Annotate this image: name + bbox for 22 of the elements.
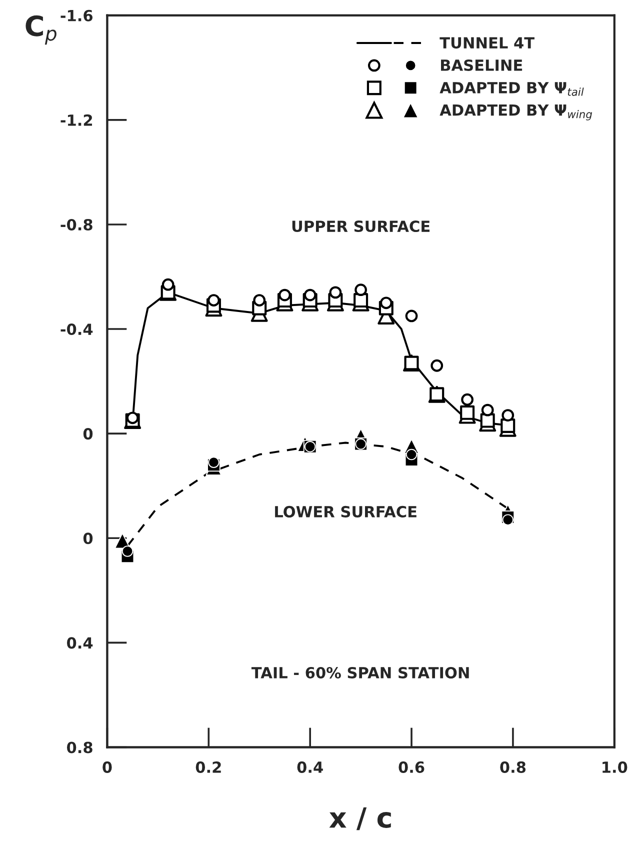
x-tick-label: 1.0 [602, 761, 628, 773]
annotation: UPPER SURFACE [292, 220, 430, 232]
annotation: LOWER SURFACE [275, 506, 416, 518]
y-axis-title: C$_{p}$ [26, 15, 56, 45]
y2-tick-label: 0.4 [66, 637, 93, 649]
x-tick-label: 0.4 [297, 761, 323, 773]
x-tick-label: 0.2 [196, 761, 221, 773]
y-tick-label: -0.4 [60, 324, 93, 336]
legend-label: ADAPTED BY Ψ$_{wing}$ [440, 104, 592, 120]
x-tick-label: 0.6 [398, 761, 424, 773]
annotation: TAIL - 60% SPAN STATION [251, 666, 469, 678]
y-tick-label: -1.2 [60, 114, 92, 126]
legend-label: TUNNEL 4T [440, 37, 534, 49]
y-tick-label: 0 [83, 428, 93, 440]
y-tick-label: -0.8 [60, 218, 92, 230]
y2-tick-label: 0.8 [66, 742, 92, 754]
y-tick-label: -1.6 [60, 10, 93, 22]
x-tick-label: 0.8 [500, 761, 526, 773]
legend-label: ADAPTED BY Ψ$_{tail}$ [440, 82, 584, 96]
x-tick-label: 0 [102, 761, 112, 773]
x-axis-title: x / c [329, 807, 391, 830]
legend-label: BASELINE [441, 59, 522, 72]
